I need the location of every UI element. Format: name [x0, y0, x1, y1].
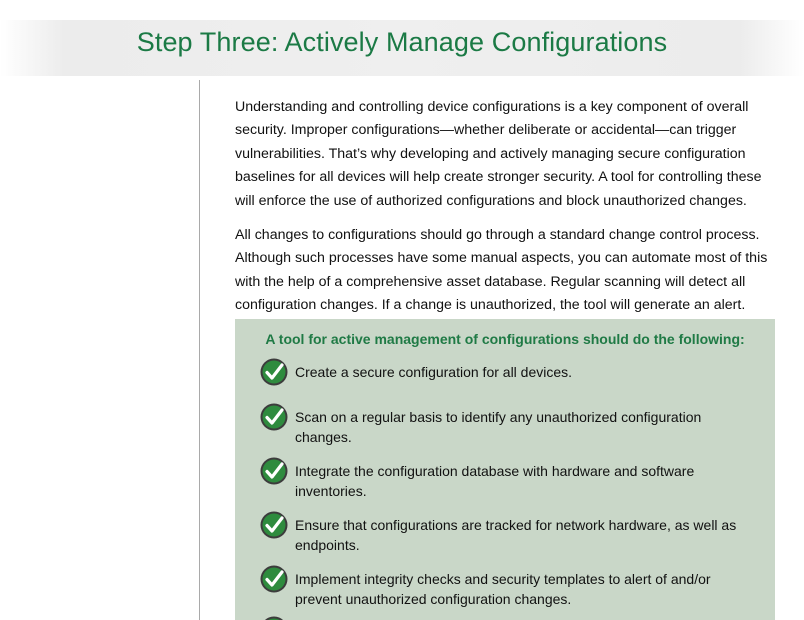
green-checkmark-icon [260, 511, 288, 539]
body-text: Understanding and controlling device con… [235, 96, 780, 329]
paragraph-2: All changes to configurations should go … [235, 227, 768, 314]
paragraph-1: Understanding and controlling device con… [235, 99, 762, 209]
green-checkmark-icon [260, 403, 288, 431]
checklist-item: Ensure that configurations are tracked f… [235, 511, 775, 555]
checklist-item-text: Ensure that configurations are tracked f… [295, 517, 737, 553]
checklist-item: Integrate the configuration database wit… [235, 457, 775, 501]
checklist: Create a secure configuration for all de… [235, 358, 775, 609]
margin-rule [199, 80, 200, 620]
checklist-item-text: Scan on a regular basis to identify any … [295, 409, 702, 445]
page-title: Step Three: Actively Manage Configuratio… [136, 27, 668, 57]
checklist-item-text: Integrate the configuration database wit… [295, 463, 695, 499]
checklist-item: Scan on a regular basis to identify any … [235, 403, 775, 447]
checklist-box: A tool for active management of configur… [235, 319, 775, 620]
green-checkmark-icon [260, 358, 288, 386]
checklist-item-text: Implement integrity checks and security … [295, 571, 711, 607]
checklist-item: Create a secure configuration for all de… [235, 358, 775, 393]
checklist-heading: A tool for active management of configur… [265, 331, 745, 347]
title-band [0, 20, 804, 76]
checklist-item-text: Create a secure configuration for all de… [295, 364, 573, 380]
green-checkmark-icon [264, 616, 284, 620]
checklist-item: Implement integrity checks and security … [235, 565, 775, 609]
green-checkmark-icon [260, 457, 288, 485]
green-checkmark-icon [260, 565, 288, 593]
